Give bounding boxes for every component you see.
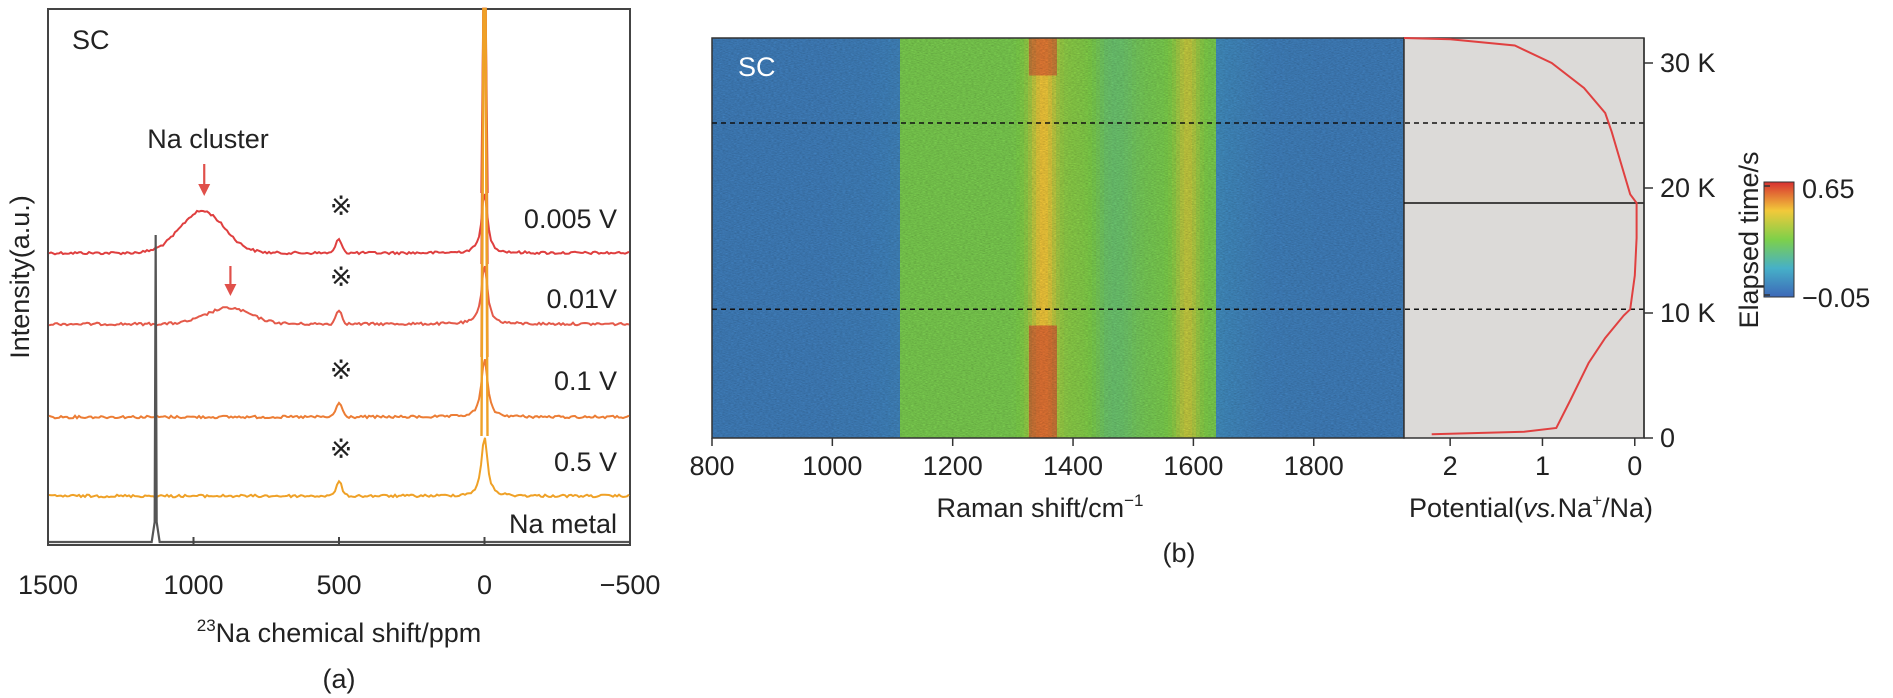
series-label: Na metal (509, 509, 617, 539)
series-line (48, 193, 630, 256)
x-tick-label: 1500 (18, 570, 78, 600)
raman-x-label-superscript: −1 (1124, 491, 1143, 510)
raman-x-ticks: 800 1000 1200 1400 1600 1800 (689, 438, 1344, 481)
potential-panel-background (1403, 37, 1645, 439)
na-cluster-arrows (198, 164, 237, 296)
series-label: 0.5 V (554, 447, 617, 477)
time-tick-label: 10 K (1660, 298, 1716, 328)
time-tick-label: 20 K (1660, 173, 1716, 203)
impurity-symbol: ※ (330, 191, 353, 221)
raman-tick-label: 1000 (802, 451, 862, 481)
arrow-head (198, 184, 211, 196)
panel-a-y-axis-label: Intensity(a.u.) (5, 195, 35, 359)
series-label: 0.005 V (524, 204, 617, 234)
caption-a: (a) (323, 664, 356, 694)
colorbar-title: Elapsed time/s (1734, 151, 1764, 328)
impurity-symbol: ※ (330, 355, 353, 385)
time-reference-lines (712, 122, 1644, 310)
x-tick-label: −500 (600, 570, 661, 600)
time-y-ticks: 30 K 20 K 10 K 0 (1643, 38, 1716, 453)
na-cluster-annotation: Na cluster (147, 124, 269, 154)
potential-tick-label: 2 (1443, 451, 1458, 481)
heatmap-noise (712, 38, 1404, 438)
potential-label-superscript: + (1592, 491, 1602, 510)
raman-tick-label: 1400 (1043, 451, 1103, 481)
potential-label-pre: Potential( (1409, 493, 1523, 523)
series-label: 0.1 V (554, 366, 617, 396)
time-tick-label: 0 (1660, 423, 1675, 453)
time-tick-label: 30 K (1660, 48, 1716, 78)
raman-tick-label: 1600 (1163, 451, 1223, 481)
panel-a-x-axis-label: 23Na chemical shift/ppm (197, 616, 482, 648)
series-line (48, 359, 630, 420)
panel-a-nmr-spectra: SC 0.005 V 0.01V 0.1 V 0.5 V Na metal ※ ※ ※ ※ N… (5, 7, 660, 694)
panel-b-raman-heatmap: SC 800 1000 1200 1400 1600 1800 2 1 0 30 K 20 K 1… (689, 37, 1870, 568)
series-main-peak (480, 7, 489, 437)
raman-tick-label: 1800 (1284, 451, 1344, 481)
series-label: 0.01V (546, 284, 617, 314)
x-tick-label: 0 (477, 570, 492, 600)
raman-heatmap (712, 38, 1405, 438)
potential-curve (1403, 37, 1638, 436)
panel-b-label: SC (738, 52, 776, 82)
x-label-superscript: 23 (197, 616, 216, 635)
x-tick-label: 1000 (163, 570, 223, 600)
potential-label-end: /Na) (1602, 493, 1653, 523)
series-line-na-metal (48, 234, 630, 544)
raman-x-label-text: Raman shift/cm (937, 493, 1125, 523)
caption-b: (b) (1163, 538, 1196, 568)
series-line (48, 265, 630, 327)
colorbar-max-label: 0.65 (1802, 174, 1855, 204)
impurity-marks: ※ ※ ※ ※ (330, 191, 353, 464)
potential-tick-label: 0 (1627, 451, 1642, 481)
colorbar-min-label: −0.05 (1802, 283, 1870, 313)
raman-tick-label: 800 (689, 451, 734, 481)
potential-label-na: Na (1558, 493, 1593, 523)
nmr-series-group (48, 7, 630, 544)
impurity-symbol: ※ (330, 434, 353, 464)
panel-a-title: SC (72, 25, 110, 55)
potential-x-ticks: 2 1 0 (1443, 438, 1642, 481)
potential-x-axis-label: Potential(vs.Na+/Na) (1409, 491, 1653, 523)
panel-a-x-ticks: 1500 1000 500 0 −500 (18, 537, 660, 600)
potential-tick-label: 1 (1535, 451, 1550, 481)
potential-label-italic: vs. (1523, 493, 1558, 523)
raman-tick-label: 1200 (923, 451, 983, 481)
impurity-symbol: ※ (330, 262, 353, 292)
colorbar (1763, 181, 1795, 298)
nmr-series-labels: 0.005 V 0.01V 0.1 V 0.5 V Na metal (509, 204, 617, 539)
x-label-text: Na chemical shift/ppm (216, 618, 482, 648)
series-line (48, 437, 630, 499)
x-tick-label: 500 (316, 570, 361, 600)
arrow-head (224, 284, 237, 296)
raman-x-axis-label: Raman shift/cm−1 (937, 491, 1144, 523)
